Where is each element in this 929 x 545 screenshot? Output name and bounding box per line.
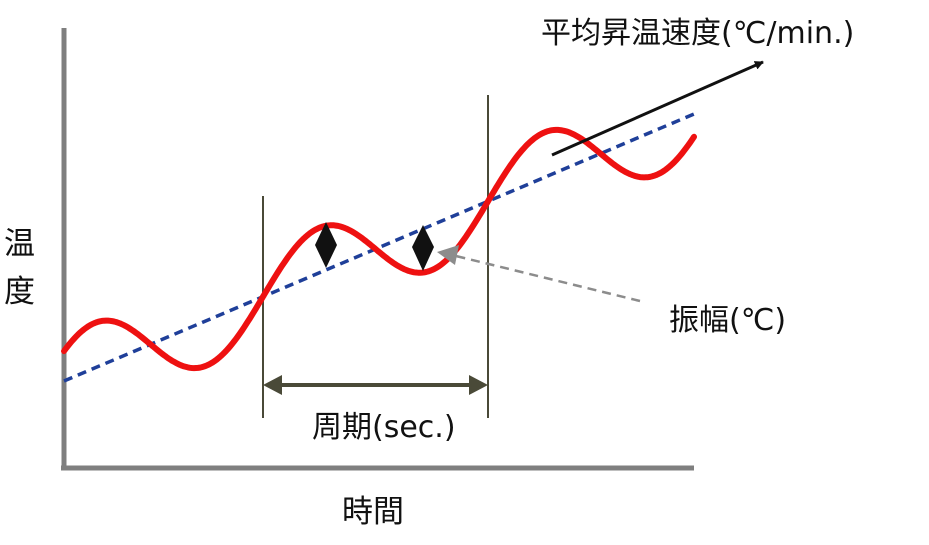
heating-rate-label: 平均昇温速度(℃/min.) <box>541 16 854 51</box>
temperature-wave-curve <box>61 126 697 372</box>
amplitude-pointer <box>437 245 641 303</box>
x-axis-label: 時間 <box>342 494 404 530</box>
heating-rate-arrow <box>551 60 764 157</box>
period-label: 周期(sec.) <box>312 410 456 445</box>
amplitude-marker-left <box>315 222 337 268</box>
y-axis-label-char2: 度 <box>4 274 35 310</box>
average-trend-line <box>63 112 695 383</box>
y-axis-label-char1: 温 <box>4 226 35 262</box>
amplitude-marker-right <box>412 225 434 271</box>
amplitude-label: 振幅(℃) <box>669 303 786 338</box>
period-arrow <box>263 375 488 395</box>
